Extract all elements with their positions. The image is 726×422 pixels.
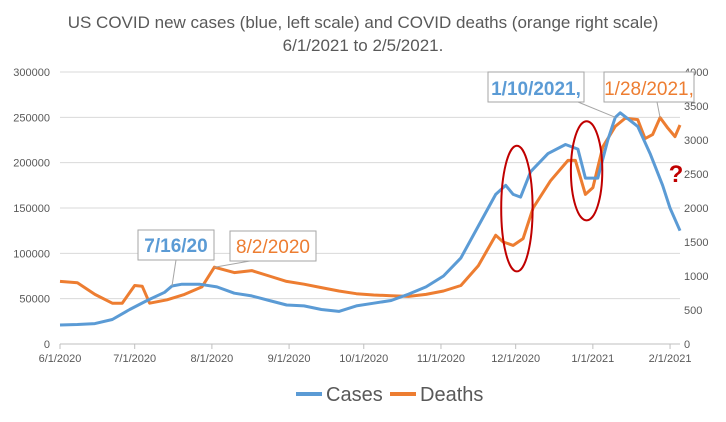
x-axis-tick-label: 11/1/2020 xyxy=(417,353,465,365)
annotation-label-cases-jul: 7/16/20 xyxy=(144,236,207,257)
x-axis-tick-label: 2/1/2021 xyxy=(649,353,692,365)
x-axis-ticks: 6/1/2020 7/1/2020 8/1/2020 9/1/2020 10/1/202… xyxy=(39,344,692,365)
highlight-ellipse xyxy=(500,144,534,273)
series-line-deaths xyxy=(59,116,682,305)
legend-label-deaths: Deaths xyxy=(420,384,483,406)
right-axis-tick-label: 2500 xyxy=(684,169,708,181)
highlight-ellipse xyxy=(569,120,604,222)
annotation-leader-cases-jan xyxy=(577,101,616,118)
x-axis-tick-label: 6/1/2020 xyxy=(39,353,82,365)
annotation-box-deaths-jan xyxy=(603,71,695,103)
annotation-leader-deaths-aug xyxy=(214,260,251,268)
legend: Cases Deaths xyxy=(296,384,483,406)
left-axis-tick-label: 200000 xyxy=(13,158,50,170)
legend-label-cases: Cases xyxy=(326,384,383,406)
x-axis-tick-label: 9/1/2020 xyxy=(268,353,311,365)
series-line-cases xyxy=(59,111,682,327)
annotation-leader-cases-jul xyxy=(171,259,177,287)
left-axis-ticks: 0 50000 100000 150000 200000 250000 300000 xyxy=(13,67,50,351)
right-axis-tick-label: 1000 xyxy=(684,271,708,283)
x-axis-tick-label: 8/1/2020 xyxy=(190,353,233,365)
question-mark-annotation: ? xyxy=(669,161,684,188)
left-axis-tick-label: 0 xyxy=(44,339,50,351)
annotation-deaths-jan: 1/28/2021, xyxy=(603,71,695,118)
x-axis-tick-label: 10/1/2020 xyxy=(339,353,388,365)
left-axis-tick-label: 250000 xyxy=(13,112,50,124)
annotation-box-cases-jan xyxy=(487,71,585,103)
left-axis-tick-label: 300000 xyxy=(13,67,50,79)
annotation-box-cases-jul xyxy=(137,229,215,261)
right-axis-tick-label: 500 xyxy=(684,305,702,317)
annotation-cases-jan: 1/10/2021, xyxy=(487,71,616,118)
right-axis-tick-label: 1500 xyxy=(684,237,708,249)
annotation-cases-jul: 7/16/20 xyxy=(137,229,215,287)
annotation-deaths-aug: 8/2/2020 xyxy=(214,230,317,268)
annotation-leader-deaths-jan xyxy=(656,101,661,118)
annotation-box-deaths-aug xyxy=(229,230,317,262)
x-axis-tick-label: 12/1/2020 xyxy=(491,353,540,365)
left-axis-tick-label: 50000 xyxy=(19,294,50,306)
right-axis-tick-label: 3500 xyxy=(684,101,708,113)
right-axis-tick-label: 3000 xyxy=(684,135,708,147)
left-axis-tick-label: 100000 xyxy=(13,248,50,260)
annotation-label-deaths-aug: 8/2/2020 xyxy=(236,237,310,258)
x-axis-tick-label: 7/1/2020 xyxy=(113,353,156,365)
chart-title-line-1: US COVID new cases (blue, left scale) an… xyxy=(68,13,659,32)
right-axis-tick-label: 2000 xyxy=(684,203,708,215)
right-axis-tick-label: 0 xyxy=(684,339,690,351)
annotation-label-deaths-jan: 1/28/2021, xyxy=(604,79,694,100)
left-axis-tick-label: 150000 xyxy=(13,203,50,215)
highlight-ellipses xyxy=(500,120,604,273)
x-axis-tick-label: 1/1/2021 xyxy=(571,353,614,365)
annotation-label-cases-jan: 1/10/2021, xyxy=(491,79,581,100)
chart-title-line-2: 6/1/2021 to 2/5/2021. xyxy=(283,36,444,55)
